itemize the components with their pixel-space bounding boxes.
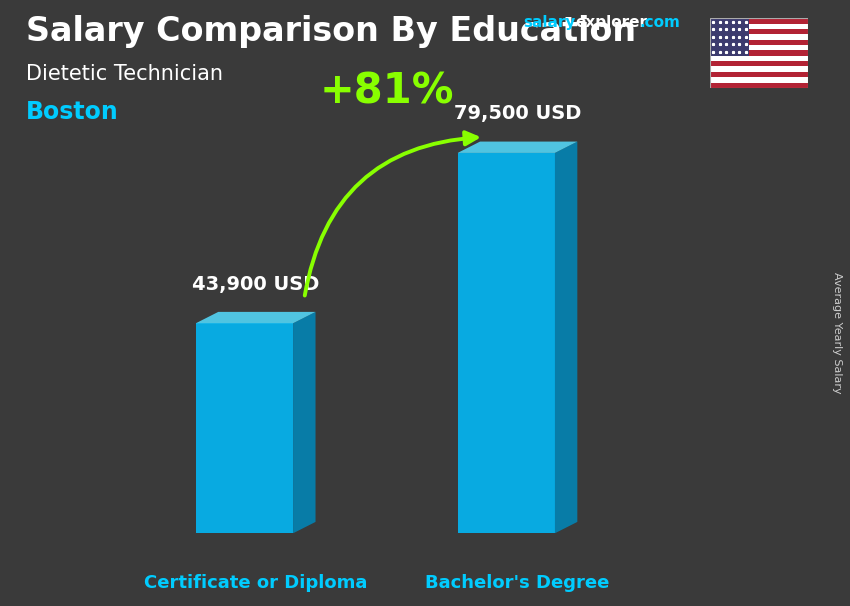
Text: 79,500 USD: 79,500 USD [454,104,581,124]
Polygon shape [555,142,577,533]
Polygon shape [457,142,577,153]
Text: Boston: Boston [26,100,118,124]
Bar [710,18,749,56]
Text: Certificate or Diploma: Certificate or Diploma [144,574,367,592]
Polygon shape [293,312,315,533]
Bar [710,29,808,35]
Text: Salary Comparison By Education: Salary Comparison By Education [26,15,636,48]
Text: Average Yearly Salary: Average Yearly Salary [832,273,842,394]
Polygon shape [196,312,315,323]
Text: explorer: explorer [575,15,648,30]
Text: Bachelor's Degree: Bachelor's Degree [425,574,609,592]
Bar [710,39,808,45]
Bar [710,67,808,72]
Text: +81%: +81% [320,70,454,113]
Text: Dietetic Technician: Dietetic Technician [26,64,223,84]
Bar [710,18,808,24]
Text: salary: salary [523,15,575,30]
Bar [710,61,808,67]
Bar [710,45,808,50]
Bar [710,24,808,29]
Polygon shape [196,323,293,533]
Bar [710,35,808,39]
Text: .com: .com [639,15,680,30]
Bar [710,82,808,88]
Bar [710,50,808,56]
Bar [710,56,808,61]
Text: 43,900 USD: 43,900 USD [192,275,320,294]
FancyArrowPatch shape [305,132,477,296]
Bar [710,77,808,82]
Polygon shape [457,153,555,533]
Bar [710,72,808,77]
